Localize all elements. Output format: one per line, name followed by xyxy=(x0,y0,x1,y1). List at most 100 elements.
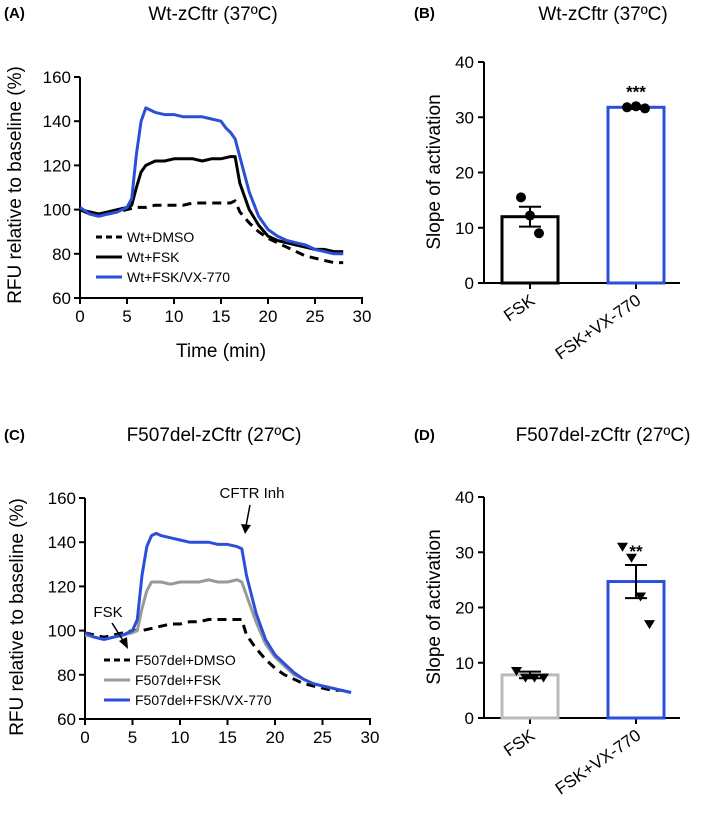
panel-c-title: F507del-zCftr (27ºC) xyxy=(127,425,302,446)
panel-a-x-tick-label: 15 xyxy=(212,307,231,326)
panel-c-annotation-cftr-inh: CFTR Inh xyxy=(219,485,284,502)
panel-d-data-point xyxy=(644,620,655,630)
panel-b-bar-2 xyxy=(606,105,666,285)
panel-a-x-tick-label: 10 xyxy=(165,307,184,326)
panel-c-arrow-inh-head xyxy=(241,524,251,534)
panel-a-x-axis-title: Time (min) xyxy=(176,341,266,362)
panel-c: (C) F507del-zCftr (27ºC) 608010012014016… xyxy=(4,425,379,747)
panel-b-plot: *** xyxy=(500,83,666,285)
panel-d-plot: ** xyxy=(500,542,666,720)
panel-c-y-tick-label: 160 xyxy=(48,489,76,508)
panel-d: (D) F507del-zCftr (27ºC) 0 10 20 30 40 FSK FSK… xyxy=(414,425,690,798)
panel-a-y-tick-label: 60 xyxy=(52,289,71,308)
panel-c-axes: 60 80 100 120 140 160 0 5 10 15 20 25 30 xyxy=(48,489,380,747)
panel-a-series-line-1 xyxy=(79,199,344,265)
panel-d-y-tick-label: 30 xyxy=(455,543,474,562)
panel-a-x-tick-label: 25 xyxy=(306,307,325,326)
panel-c-arrow-fsk-head xyxy=(119,637,128,649)
panel-c-series-line-3 xyxy=(84,531,352,694)
panel-a-y-tick-label: 140 xyxy=(43,112,71,131)
panel-a-title: Wt-zCftr (37ºC) xyxy=(148,4,277,25)
panel-a-y-tick-label: 160 xyxy=(43,68,71,87)
panel-c-plot xyxy=(84,531,352,694)
panel-b-data-point xyxy=(622,102,632,113)
panel-b-x-tick-label: FSK+VX-770 xyxy=(552,291,645,364)
panel-b-data-point xyxy=(534,228,544,239)
panel-a-legend-label: Wt+FSK/VX-770 xyxy=(127,269,230,285)
panel-a-legend: Wt+DMSO Wt+FSK Wt+FSK/VX-770 xyxy=(96,229,230,285)
panel-d-bar-2 xyxy=(606,580,666,720)
panel-c-x-tick-label: 20 xyxy=(266,728,285,747)
panel-b-data-point xyxy=(640,103,650,114)
panel-c-legend-label: F507del+FSK/VX-770 xyxy=(135,692,272,708)
panel-c-x-tick-label: 15 xyxy=(218,728,237,747)
panel-d-x-tick-label: FSK+VX-770 xyxy=(552,726,645,799)
panel-a-axes: 60 80 100 120 140 160 0 5 10 15 20 25 30 xyxy=(43,68,372,326)
panel-a-y-tick-label: 80 xyxy=(52,245,71,264)
panel-a-x-tick-label: 5 xyxy=(122,307,131,326)
panel-b-data-point xyxy=(631,101,641,112)
panel-d-y-tick-label: 0 xyxy=(465,709,474,728)
panel-c-x-tick-label: 5 xyxy=(128,728,137,747)
panel-a-y-tick-label: 120 xyxy=(43,156,71,175)
panel-c-legend-label: F507del+FSK xyxy=(135,672,222,688)
panel-d-bar-1 xyxy=(500,673,560,720)
panel-d-y-axis-title: Slope of activation xyxy=(424,529,445,684)
panel-d-data-point xyxy=(617,542,628,552)
panel-a-x-tick-label: 0 xyxy=(75,307,84,326)
panel-d-data-point xyxy=(529,673,540,683)
panel-c-x-tick-label: 10 xyxy=(171,728,190,747)
panel-b-y-tick-label: 30 xyxy=(455,108,474,127)
panel-c-x-tick-label: 30 xyxy=(361,728,380,747)
panel-c-x-tick-label: 25 xyxy=(313,728,332,747)
panel-d-data-point xyxy=(538,673,549,683)
panel-d-data-point xyxy=(626,553,637,563)
panel-c-y-tick-label: 80 xyxy=(57,666,76,685)
panel-a-legend-label: Wt+DMSO xyxy=(127,229,194,245)
panel-c-y-tick-label: 120 xyxy=(48,577,76,596)
panel-c-y-axis-title: RFU relative to baseline (%) xyxy=(7,498,28,736)
panel-d-significance-label: ** xyxy=(629,542,643,561)
panel-c-x-tick-label: 0 xyxy=(80,728,89,747)
panel-a-series-line-3 xyxy=(79,106,344,256)
panel-c-y-tick-label: 100 xyxy=(48,622,76,641)
panel-c-arrow-fsk-shaft xyxy=(111,622,125,643)
panel-b-data-point xyxy=(516,192,526,203)
panel-c-y-tick-label: 60 xyxy=(57,710,76,729)
panel-b-significance-label: *** xyxy=(626,83,646,102)
panel-c-letter: (C) xyxy=(4,427,25,444)
panel-b-y-tick-label: 40 xyxy=(455,53,474,72)
panel-d-data-point xyxy=(635,592,646,602)
panel-b-y-tick-label: 10 xyxy=(455,219,474,238)
panel-d-y-tick-label: 20 xyxy=(455,599,474,618)
panel-b-y-axis-title: Slope of activation xyxy=(424,94,445,249)
panel-c-annotations: FSK CFTR Inh xyxy=(93,485,285,649)
panel-b-title: Wt-zCftr (37ºC) xyxy=(538,4,667,25)
panel-a: (A) Wt-zCftr (37ºC) 60 80 100 120 140 160 0 5 10… xyxy=(4,4,371,362)
panel-b-y-tick-label: 20 xyxy=(455,164,474,183)
panel-c-arrow-inh-shaft xyxy=(245,504,251,527)
panel-d-x-tick-label: FSK xyxy=(500,725,539,760)
panel-a-x-tick-label: 20 xyxy=(259,307,278,326)
panel-d-title: F507del-zCftr (27ºC) xyxy=(516,425,691,446)
panel-c-annotation-fsk: FSK xyxy=(93,604,122,621)
panel-a-letter: (A) xyxy=(4,5,25,22)
panel-b-letter: (B) xyxy=(414,5,435,22)
panel-d-data-point xyxy=(511,667,522,677)
panel-a-x-tick-label: 30 xyxy=(353,307,372,326)
panel-d-data-point xyxy=(520,673,531,683)
panel-d-y-tick-label: 40 xyxy=(455,488,474,507)
panel-c-y-tick-label: 140 xyxy=(48,533,76,552)
panel-b-data-point xyxy=(525,210,535,221)
panel-a-y-tick-label: 100 xyxy=(43,201,71,220)
panel-a-plot xyxy=(79,106,344,265)
panel-b-y-tick-label: 0 xyxy=(465,274,474,293)
panel-b-x-tick-label: FSK xyxy=(500,290,539,325)
panel-b: (B) Wt-zCftr (37ºC) 0 10 20 30 40 FSK FSK+VX-7… xyxy=(414,4,680,363)
panel-c-legend: F507del+DMSO F507del+FSK F507del+FSK/VX-77… xyxy=(104,652,272,708)
panel-a-legend-label: Wt+FSK xyxy=(127,249,180,265)
panel-d-y-tick-label: 10 xyxy=(455,654,474,673)
panel-c-legend-label: F507del+DMSO xyxy=(135,652,236,668)
panel-a-y-axis-title: RFU relative to baseline (%) xyxy=(5,66,26,304)
